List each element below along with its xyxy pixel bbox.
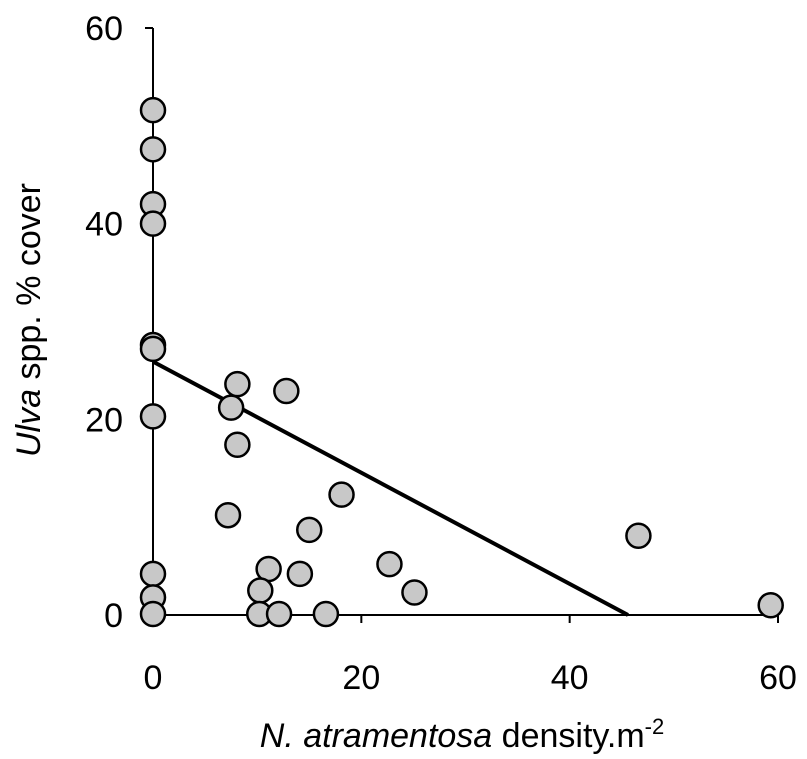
x-ticks: 0 20 40 60 (144, 615, 797, 697)
y-axis-label-text: spp. % cover (10, 183, 48, 389)
x-tick-label: 0 (144, 659, 163, 697)
y-ticks: 0 20 40 60 (85, 10, 153, 635)
data-point (286, 560, 314, 588)
data-point (224, 431, 251, 459)
data-point (328, 481, 355, 508)
x-axis-label: N. atramentosa density.m-2 (260, 714, 664, 755)
data-point (757, 591, 784, 619)
y-axis-label: Ulva spp. % cover (10, 183, 48, 457)
x-tick-label: 60 (759, 659, 797, 697)
y-tick-label: 0 (104, 597, 123, 635)
y-axis-label-italic: Ulva (10, 389, 48, 457)
y-tick-label: 40 (85, 206, 123, 244)
data-point (139, 560, 167, 588)
y-tick-label: 20 (85, 401, 123, 439)
data-point (139, 96, 167, 124)
data-point (139, 136, 167, 163)
data-point (214, 501, 242, 529)
x-axis-label-superscript: -2 (645, 714, 665, 739)
data-point (139, 600, 167, 628)
data-point (376, 550, 403, 578)
data-point (139, 335, 167, 363)
data-point (312, 600, 340, 628)
data-point (217, 394, 245, 421)
data-point (224, 370, 251, 398)
data-point (625, 522, 652, 550)
plot-area: 0 20 40 60 0 20 40 60 (85, 10, 797, 697)
data-point (139, 403, 167, 430)
x-tick-label: 40 (551, 659, 589, 697)
data-point (247, 577, 274, 604)
data-point (296, 516, 323, 544)
data-point (401, 579, 428, 606)
data-point (273, 377, 300, 405)
data-point (139, 210, 167, 237)
y-tick-label: 60 (85, 10, 123, 48)
x-tick-label: 20 (342, 659, 380, 697)
data-points (139, 96, 784, 628)
x-axis-label-italic: N. atramentosa (260, 717, 492, 755)
x-axis-label-text: density.m (492, 717, 644, 755)
data-point (265, 600, 293, 628)
